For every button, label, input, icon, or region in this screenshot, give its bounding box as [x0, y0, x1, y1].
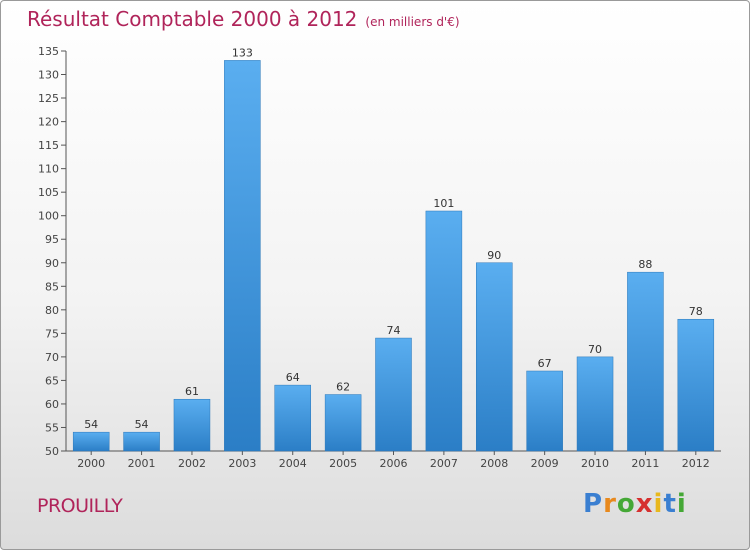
- axes: 50 55 60 65 70 75 80 85 90 95 100 105 110 115 120 125 13…: [38, 45, 721, 470]
- y-tick-label: 95: [45, 233, 59, 246]
- bar-2011: [627, 271, 664, 452]
- y-tick-label: 110: [38, 163, 59, 176]
- bar-2007: [425, 210, 463, 452]
- logo-letter: x: [635, 489, 654, 519]
- proxiti-logo: Proxiti: [583, 489, 687, 519]
- bar-2004: [274, 384, 311, 452]
- x-tick-label-2005: 2005: [329, 457, 357, 470]
- data-label-2006: 74: [387, 324, 401, 337]
- y-tick-label: 80: [45, 304, 59, 317]
- data-label-2002: 61: [185, 385, 199, 398]
- y-tick-label: 55: [45, 421, 59, 434]
- chart-subtitle: (en milliers d'€): [365, 15, 460, 29]
- y-tick-label: 70: [45, 351, 59, 364]
- chart-title: Résultat Comptable 2000 à 2012 (en millie…: [27, 7, 460, 31]
- logo-letter: i: [676, 489, 687, 519]
- y-tick-label: 90: [45, 257, 59, 270]
- data-label-2003: 133: [232, 46, 253, 59]
- bar-2006: [375, 337, 412, 452]
- x-tick-label-2009: 2009: [531, 457, 559, 470]
- data-label-2001: 54: [135, 418, 149, 431]
- bar-2005: [324, 394, 362, 452]
- x-tick-label-2004: 2004: [279, 457, 307, 470]
- x-tick-label-2011: 2011: [631, 457, 659, 470]
- data-label-2012: 78: [689, 305, 703, 318]
- data-label-2004: 64: [286, 371, 300, 384]
- y-tick-label: 65: [45, 374, 59, 387]
- x-tick-label-2012: 2012: [682, 457, 710, 470]
- data-label-2011: 88: [638, 258, 652, 271]
- data-label-2008: 90: [487, 249, 501, 262]
- bar-2010: [576, 356, 614, 452]
- data-label-2005: 62: [336, 381, 350, 394]
- bar-2001: [123, 431, 160, 452]
- y-tick-label: 75: [45, 327, 59, 340]
- x-tick-label-2002: 2002: [178, 457, 206, 470]
- x-tick-label-2006: 2006: [380, 457, 408, 470]
- y-tick-label: 60: [45, 398, 59, 411]
- bar-2012: [677, 318, 715, 452]
- x-tick-label-2007: 2007: [430, 457, 458, 470]
- data-label-2010: 70: [588, 343, 602, 356]
- x-tick-label-2001: 2001: [128, 457, 156, 470]
- bars-group: 54 54 61 133 64 62 74 101 90 67 70 88 78: [72, 46, 715, 452]
- y-tick-label: 120: [38, 116, 59, 129]
- y-tick-label: 85: [45, 280, 59, 293]
- x-tick-label-2008: 2008: [480, 457, 508, 470]
- logo-letter: r: [603, 489, 617, 519]
- y-tick-label: 135: [38, 45, 59, 58]
- chart-title-text: Résultat Comptable 2000 à 2012: [27, 7, 358, 31]
- y-tick-label: 100: [38, 210, 59, 223]
- data-label-2009: 67: [538, 357, 552, 370]
- x-tick-label-2000: 2000: [77, 457, 105, 470]
- bar-2003: [224, 60, 261, 452]
- bar-2008: [476, 262, 513, 452]
- logo-letter: P: [583, 489, 604, 519]
- logo-letter: i: [653, 489, 664, 519]
- town-name: PROUILLY: [37, 495, 123, 517]
- x-tick-label-2010: 2010: [581, 457, 609, 470]
- y-tick-label: 115: [38, 139, 59, 152]
- data-label-2007: 101: [433, 197, 454, 210]
- y-tick-label: 105: [38, 186, 59, 199]
- data-label-2000: 54: [84, 418, 98, 431]
- y-tick-label: 130: [38, 69, 59, 82]
- bar-2000: [72, 431, 110, 452]
- y-tick-label: 125: [38, 92, 59, 105]
- bar-2002: [173, 398, 211, 452]
- logo-letter: o: [616, 489, 636, 519]
- logo-letter: t: [663, 489, 677, 519]
- x-tick-label-2003: 2003: [228, 457, 256, 470]
- bar-2009: [526, 370, 563, 452]
- y-tick-label: 50: [45, 445, 59, 458]
